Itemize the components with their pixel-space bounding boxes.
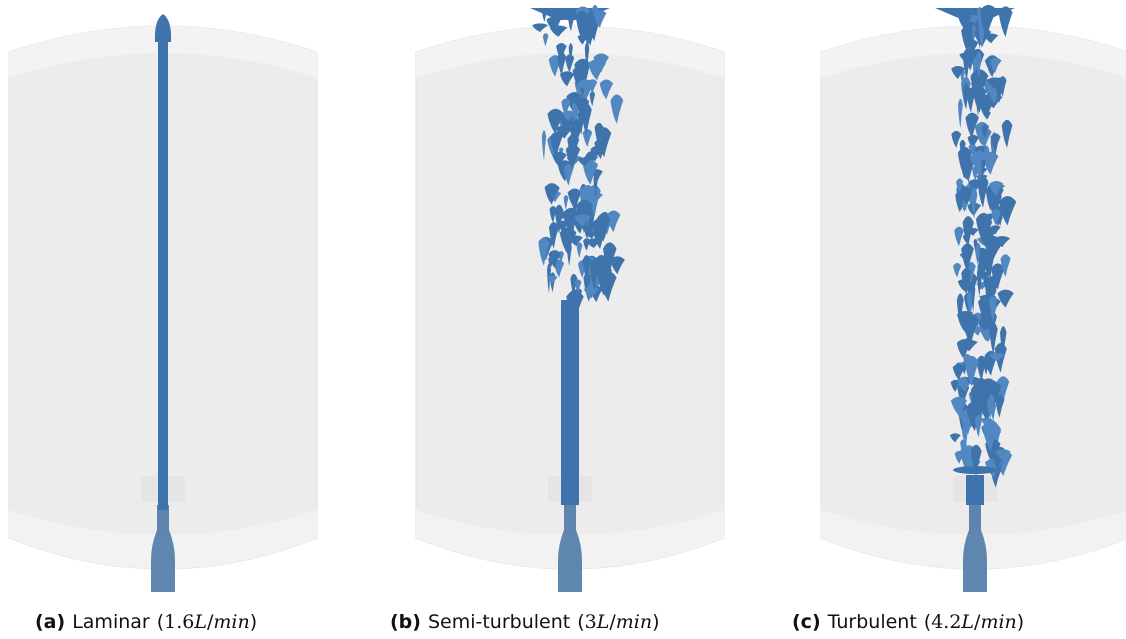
caption-label: (b) [390,611,421,633]
caption-rate: ) [250,611,257,633]
caption-name: Semi-turbulent [428,611,570,633]
caption-rate: L [960,611,974,633]
caption-rate: 3 [585,611,597,633]
caption-rate: ( [577,611,584,633]
caption-label: (c) [792,611,821,633]
jet-ring [953,466,997,474]
caption-rate: 1.6 [164,611,194,633]
caption: (c)Turbulent(4.2L/min) [792,611,1024,633]
caption-rate: 4.2 [931,611,961,633]
caption-rate: ( [924,611,931,633]
jet [561,300,579,505]
caption-rate: ) [652,611,659,633]
caption-rate: min [616,611,652,633]
jet [158,35,168,510]
figure: (a)Laminar(1.6L/min)(b)Semi-turbulent(3L… [0,0,1126,639]
caption-label: (a) [35,611,65,633]
caption-rate: min [213,611,249,633]
caption-name: Laminar [72,611,150,633]
caption-rate: L [596,611,610,633]
caption-rate: min [980,611,1016,633]
caption: (a)Laminar(1.6L/min) [35,611,257,633]
panel: (b)Semi-turbulent(3L/min) [390,5,724,633]
caption-name: Turbulent [827,611,917,633]
caption-rate: ( [157,611,164,633]
jet [966,475,984,505]
caption-rate: ) [1017,611,1024,633]
panel: (a)Laminar(1.6L/min) [9,14,317,633]
caption: (b)Semi-turbulent(3L/min) [390,611,660,633]
jet-tip [155,14,171,42]
caption-rate: L [193,611,207,633]
panel: (c)Turbulent(4.2L/min) [792,5,1126,633]
